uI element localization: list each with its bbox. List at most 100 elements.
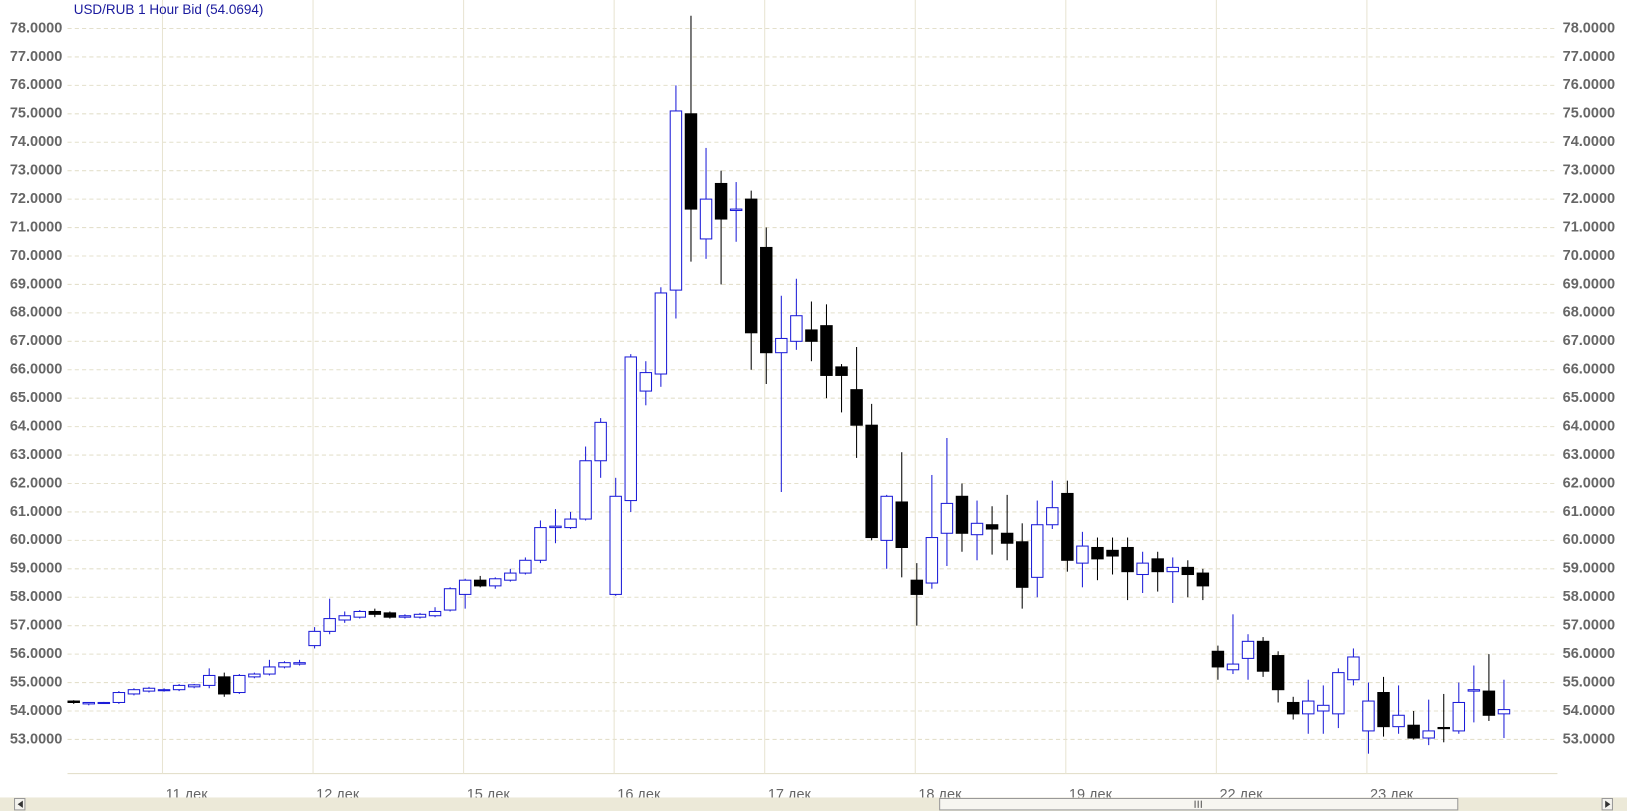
candle-body (1392, 714, 1405, 728)
arrow-icon (1605, 800, 1611, 808)
y-tick-label: 63.0000 (10, 447, 62, 463)
y-tick-label: 61.0000 (10, 504, 62, 520)
y-tick-label: 66.0000 (1563, 362, 1615, 378)
candle-body (1031, 524, 1044, 578)
candle-body (1000, 532, 1014, 544)
candle-body (1317, 704, 1330, 712)
candle-body (142, 687, 156, 692)
candle-body (1256, 640, 1270, 672)
y-tick-label: 58.0000 (10, 589, 62, 605)
y-tick-label: 54.0000 (1563, 703, 1615, 719)
candle-body (790, 315, 803, 342)
candle-body (1061, 492, 1074, 561)
candle-body (1332, 672, 1345, 715)
candle-body (489, 578, 502, 587)
y-tick-label: 61.0000 (1563, 504, 1615, 520)
candle-body (729, 208, 743, 212)
y-tick-label: 58.0000 (1563, 589, 1615, 605)
y-tick-label: 77.0000 (1563, 49, 1615, 65)
candle-body (504, 572, 517, 581)
candle-body (1226, 663, 1240, 671)
candle-body (1422, 730, 1435, 739)
candle-body (293, 662, 306, 665)
candle-body (1046, 507, 1059, 526)
candle-body (368, 610, 382, 615)
y-tick-label: 64.0000 (10, 418, 62, 434)
candle-body (654, 292, 668, 375)
candle-body (443, 588, 457, 611)
candle-body (880, 495, 893, 541)
candle-body (1362, 700, 1375, 732)
y-tick-label: 76.0000 (1563, 77, 1615, 93)
candle-body (609, 495, 622, 595)
y-tick-label: 59.0000 (1563, 561, 1615, 577)
candle-body (1302, 700, 1315, 715)
y-tick-label: 70.0000 (1563, 248, 1615, 264)
candle-body (82, 701, 96, 705)
candle-body (865, 424, 878, 539)
y-tick-label: 64.0000 (1563, 418, 1615, 434)
candle-body (127, 689, 141, 695)
y-tick-label: 53.0000 (1563, 731, 1615, 747)
candle-body (1347, 656, 1360, 681)
candle-body (970, 522, 984, 536)
y-tick-label: 54.0000 (10, 703, 62, 719)
candle-body (639, 372, 653, 392)
candle-body (1467, 689, 1481, 692)
candle-body (413, 613, 427, 618)
y-tick-label: 69.0000 (10, 276, 62, 292)
y-tick-label: 57.0000 (10, 618, 62, 634)
scrollbar[interactable] (0, 797, 1627, 811)
y-tick-label: 63.0000 (1563, 447, 1615, 463)
y-tick-label: 78.0000 (1563, 20, 1615, 36)
y-tick-label: 60.0000 (10, 532, 62, 548)
candle-body (805, 329, 818, 342)
candle-body (1091, 546, 1104, 560)
y-tick-label: 71.0000 (10, 219, 62, 235)
candle-body (278, 662, 291, 668)
candle-body (248, 673, 261, 678)
candle-body (157, 689, 171, 692)
candle-body (233, 674, 246, 694)
y-tick-label: 67.0000 (1563, 333, 1615, 349)
scroll-thumb[interactable] (939, 797, 1459, 811)
candle-body (985, 524, 999, 530)
candle-body (338, 615, 351, 621)
candle-body (850, 389, 863, 426)
candle-body (187, 684, 201, 688)
y-tick-label: 73.0000 (10, 163, 62, 179)
candle-body (398, 615, 412, 618)
candle-body (323, 618, 336, 632)
candle-body (775, 337, 788, 354)
candle-body (1497, 709, 1511, 715)
y-tick-label: 75.0000 (10, 106, 62, 122)
y-tick-label: 76.0000 (10, 77, 62, 93)
candles (67, 15, 1511, 754)
candle-body (1076, 545, 1089, 564)
y-tick-label: 62.0000 (10, 475, 62, 491)
y-tick-label: 75.0000 (1563, 106, 1615, 122)
candle-body (1271, 655, 1285, 691)
grid: 53.0000 53.0000 54.0000 54.0000 55.0000 55.00… (10, 0, 1615, 803)
candle-body (835, 366, 848, 376)
candle-body (1106, 549, 1119, 557)
candle-body (1241, 640, 1255, 659)
y-tick-label: 72.0000 (10, 191, 62, 207)
candle-body (579, 460, 592, 520)
candle-body (564, 518, 577, 529)
candle-body (202, 674, 216, 686)
y-tick-label: 59.0000 (10, 561, 62, 577)
candle-body (1377, 692, 1390, 728)
y-tick-label: 65.0000 (1563, 390, 1615, 406)
candle-body (172, 684, 186, 691)
candle-body (760, 246, 773, 354)
candle-body (383, 612, 397, 618)
y-tick-label: 55.0000 (10, 674, 62, 690)
candle-body (519, 559, 532, 574)
candle-body (1482, 690, 1496, 716)
candle-body (308, 630, 321, 647)
y-tick-label: 60.0000 (1563, 532, 1615, 548)
candle-body (594, 421, 607, 462)
candle-body (940, 502, 954, 534)
